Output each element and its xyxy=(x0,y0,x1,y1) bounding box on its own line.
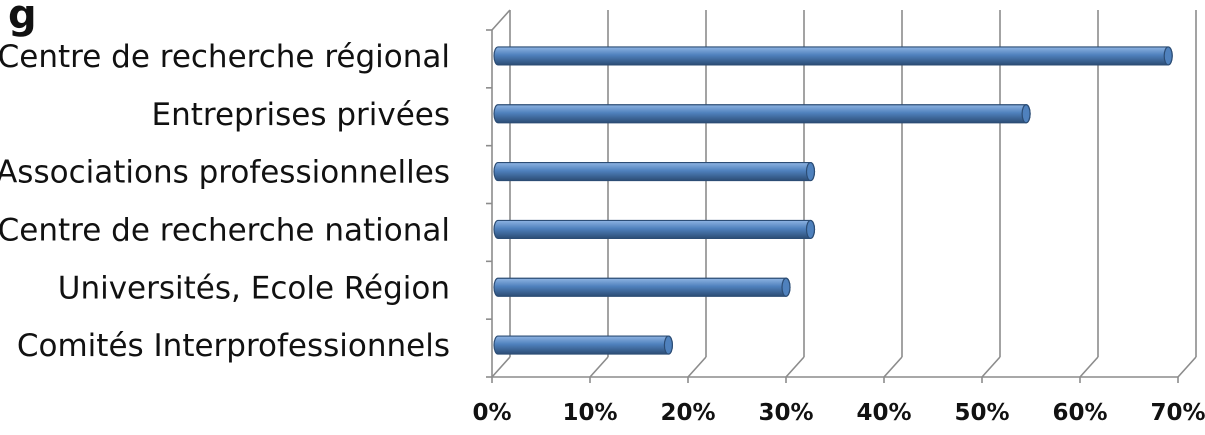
bar-body xyxy=(493,46,1173,66)
bar-cap xyxy=(663,335,674,355)
bar-cap xyxy=(805,161,816,182)
bar xyxy=(493,219,816,240)
x-tick-label: 0% xyxy=(472,400,511,426)
bar xyxy=(493,104,1031,124)
floor-line-20 xyxy=(687,356,707,378)
x-tick-label: 50% xyxy=(954,400,1009,426)
chart-title-fragment: g xyxy=(8,0,37,38)
bar-body xyxy=(493,219,816,240)
floor-line-40 xyxy=(883,356,903,378)
bar-body xyxy=(493,277,791,297)
floor-line-50 xyxy=(981,356,1001,378)
bar-cap xyxy=(1021,104,1031,124)
x-tick-label: 60% xyxy=(1052,400,1107,426)
bar-body xyxy=(493,161,816,182)
floor-line-60 xyxy=(1079,356,1099,378)
category-labels: Centre de recherche régional Entreprises … xyxy=(0,39,450,364)
x-tick-label: 10% xyxy=(562,400,617,426)
x-tick-label: 20% xyxy=(660,400,715,426)
category-label: Entreprises privées xyxy=(152,97,450,133)
bar xyxy=(493,46,1173,66)
bar xyxy=(493,161,816,182)
x-tick-labels: 0% 10% 20% 30% 40% 50% 60% 70% xyxy=(472,400,1205,426)
y-axis-top-line xyxy=(491,9,511,31)
x-tick-label: 40% xyxy=(856,400,911,426)
category-label: Universités, Ecole Région xyxy=(58,270,450,306)
gridlines xyxy=(486,9,1197,383)
category-label: Associations professionnelles xyxy=(0,155,450,191)
x-tick-label: 30% xyxy=(758,400,813,426)
bar-cap xyxy=(1163,46,1173,66)
category-label: Comités Interprofessionnels xyxy=(17,328,450,364)
bar xyxy=(493,277,791,297)
bars xyxy=(493,46,1173,355)
floor-line-70 xyxy=(1177,356,1197,378)
floor-line-10 xyxy=(589,356,609,378)
bar xyxy=(493,335,674,355)
bar-cap xyxy=(805,219,816,240)
category-label: Centre de recherche national xyxy=(0,212,450,248)
bar-body xyxy=(493,335,673,355)
floor-line-30 xyxy=(785,356,805,378)
floor-line-0 xyxy=(491,356,511,378)
bar-cap xyxy=(781,277,791,297)
category-label: Centre de recherche régional xyxy=(0,39,450,75)
bar-body xyxy=(493,104,1031,124)
x-tick-label: 70% xyxy=(1150,400,1205,426)
